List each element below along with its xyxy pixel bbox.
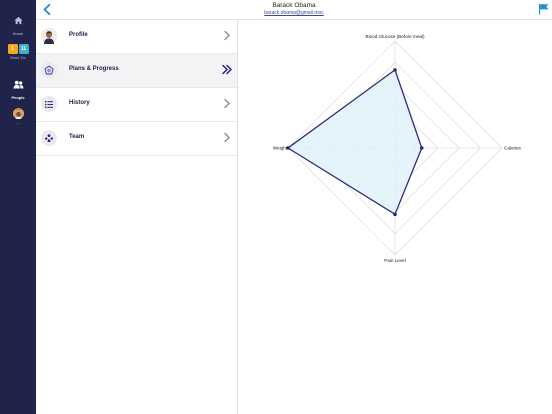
radar-axis-labels: Blood Glucose (Before meal) Calories Pain … [273, 34, 522, 263]
menu-label-plans-progress: Plans & Progress [69, 66, 119, 72]
top-header: Barack Obama barack.obama@gmail.moc [36, 0, 552, 20]
radar-series-area [286, 68, 423, 216]
rail-item-account[interactable]: ... [0, 108, 36, 125]
todo-badge-due: 11 [18, 44, 29, 54]
radar-data-point[interactable] [286, 146, 290, 150]
menu-label-history: History [69, 100, 90, 106]
list-icon [41, 96, 57, 112]
menu-item-history[interactable]: History [36, 88, 237, 122]
menu-label-team: Team [69, 134, 85, 140]
double-chevron-right-icon [222, 64, 232, 75]
menu-item-team[interactable]: Team [36, 122, 237, 156]
menu-label-profile: Profile [69, 32, 88, 38]
menu-item-profile[interactable]: Profile [36, 20, 237, 54]
chevron-left-icon[interactable] [41, 3, 53, 16]
radar-data-point[interactable] [393, 212, 397, 217]
radar-series [286, 68, 424, 217]
menu-list: Profile Plans & Progress [36, 20, 238, 414]
todo-badges: 1 11 [0, 44, 36, 54]
chevron-right-icon [224, 98, 230, 109]
home-icon [13, 16, 23, 25]
radar-data-point[interactable] [393, 68, 397, 72]
chevron-right-icon [224, 30, 230, 41]
nav-rail: Home 1 11 Work Do People ... [0, 0, 36, 414]
rail-label-todo: Work Do [10, 55, 26, 60]
radar-axis-label: Weight [273, 146, 288, 151]
radar-axis-label: Calories [504, 146, 522, 151]
profile-photo [41, 28, 57, 44]
rail-label-more: ... [16, 120, 20, 125]
rail-item-people[interactable]: People [0, 76, 36, 100]
chart-panel: Blood Glucose (Before meal) Calories Pain … [238, 20, 552, 414]
people-icon [13, 80, 23, 89]
rail-item-home[interactable]: Home [0, 12, 36, 36]
radar-data-point[interactable] [419, 146, 424, 150]
rail-label-home: Home [12, 31, 24, 36]
flag-icon[interactable] [538, 3, 549, 15]
rail-item-todo[interactable]: 1 11 Work Do [0, 44, 36, 60]
rail-label-people: People [11, 95, 25, 100]
radar-axis-label: Blood Glucose (Before meal) [366, 34, 425, 39]
radar-axis-label: Pain Level [384, 258, 405, 263]
user-avatar [12, 108, 24, 119]
menu-item-plans-progress[interactable]: Plans & Progress [36, 54, 237, 88]
todo-badge-count: 1 [7, 44, 18, 54]
plans-icon [41, 62, 57, 78]
user-email: barack.obama@gmail.moc [36, 10, 552, 16]
radar-chart: Blood Glucose (Before meal) Calories Pain … [273, 34, 522, 263]
chevron-right-icon [224, 132, 230, 143]
team-icon [41, 130, 57, 146]
page-title: Barack Obama [272, 2, 316, 9]
user-email-link[interactable]: barack.obama@gmail.moc [264, 10, 324, 16]
